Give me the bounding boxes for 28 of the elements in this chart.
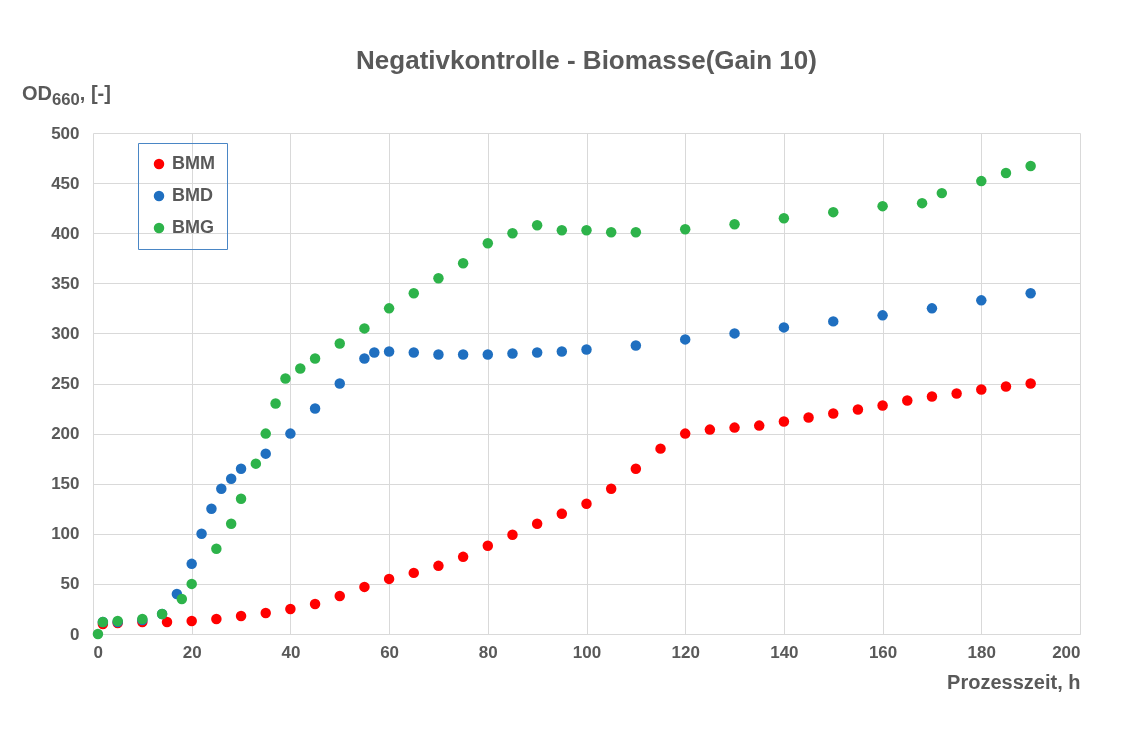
y-tick-label: 200 [51,424,80,444]
y-tick-label: 0 [70,624,80,644]
legend-label: BMM [172,153,215,173]
x-tick-label: 160 [868,642,898,662]
x-tick-label: 100 [572,642,602,662]
x-tick-label: 140 [770,642,799,662]
y-tick-label: 150 [51,474,80,494]
x-tick-label: 80 [478,642,498,662]
x-tick-label: 200 [1052,642,1081,662]
x-tick-label: 120 [671,642,700,662]
legend-label: BMG [172,217,214,237]
y-tick-label: 250 [51,374,80,393]
x-axis-title: Prozesszeit, h [947,670,1081,693]
y-tick-label: 50 [60,574,80,594]
x-tick-label: 40 [281,642,301,662]
y-tick-label: 350 [51,273,80,293]
y-tick-label: 400 [51,223,80,243]
chart-title: Negativkontrolle - Biomasse(Gain 10) [356,45,817,75]
x-tick-label: 20 [182,642,202,662]
legend-label: BMD [172,185,213,205]
y-tick-label: 300 [51,323,80,343]
x-tick-label: 0 [93,642,103,662]
x-tick-label: 60 [380,642,400,662]
y-tick-label: 450 [51,173,80,193]
y-tick-label: 500 [51,123,80,143]
y-tick-label: 100 [51,524,80,544]
y-axis-title: OD$_{660}$, [-] [22,82,111,110]
x-tick-label: 180 [967,642,996,662]
